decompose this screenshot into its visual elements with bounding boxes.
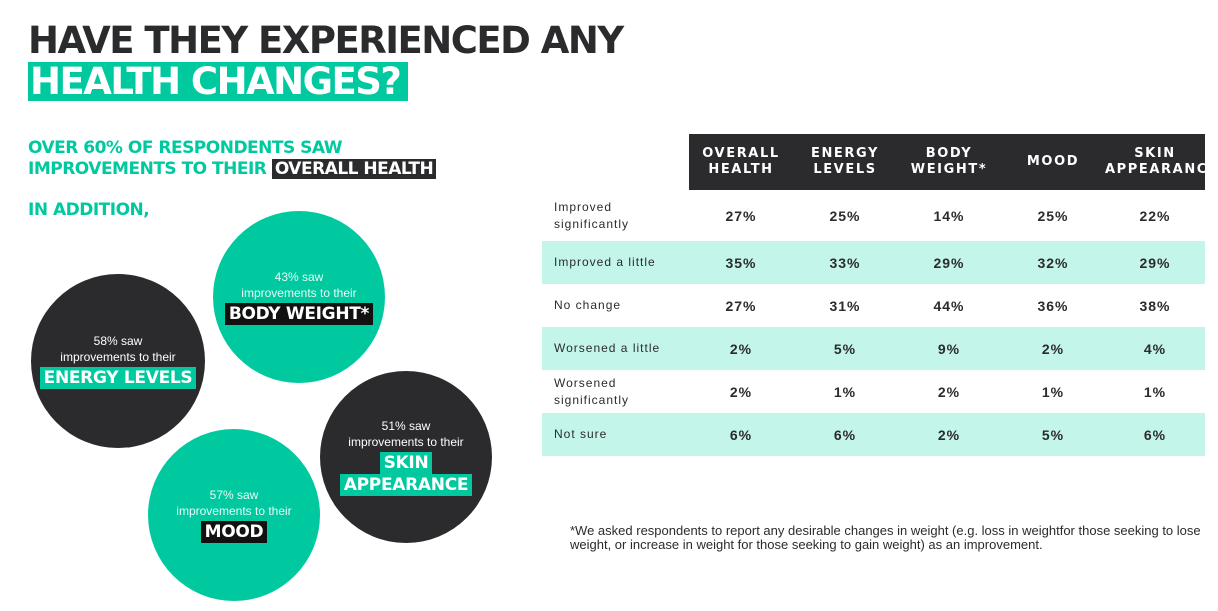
bubble-mood: 57% saw improvements to their MOOD	[148, 429, 320, 601]
bubble-label-line2: APPEARANCE	[339, 474, 473, 496]
table-cell: 2%	[1001, 327, 1105, 370]
row-label: Not sure	[542, 413, 689, 456]
table-cell: 25%	[1037, 207, 1069, 224]
footnote: *We asked respondents to report any desi…	[570, 523, 1201, 552]
bubble-label: MOOD	[200, 521, 268, 543]
table-cell: 6%	[1105, 413, 1205, 456]
table-row: Improved significantly 27% 25% 14% 25% 22…	[542, 190, 1205, 241]
table-cell: 6%	[793, 413, 897, 456]
table-cell: 2%	[689, 327, 793, 370]
table-cell: 2%	[897, 413, 1001, 456]
subtitle-line1: OVER 60% OF RESPONDENTS SAW	[28, 138, 343, 158]
table-cell: 1%	[1041, 383, 1065, 400]
column-header: ENERGY LEVELS	[793, 134, 897, 190]
bubble-label: BODY WEIGHT*	[224, 303, 374, 325]
table-cell: 2%	[937, 383, 961, 400]
table-cell: 9%	[897, 327, 1001, 370]
row-label: Worsened significantly	[554, 375, 630, 407]
column-header: OVERALL HEALTH	[689, 134, 793, 190]
page-title-line2: HEALTH CHANGES?	[28, 62, 409, 101]
bubble-stat: 57% saw	[209, 488, 259, 502]
bubble-body-weight: 43% saw improvements to their BODY WEIGH…	[213, 211, 385, 383]
table-cell: 1%	[1143, 383, 1167, 400]
bubble-label-line1: SKIN	[379, 452, 433, 474]
table-cell: 2%	[729, 383, 753, 400]
table-cell: 27%	[725, 297, 757, 314]
subtitle-line2: IMPROVEMENTS TO THEIR OVERALL HEALTH	[28, 159, 437, 180]
table-cell: 35%	[689, 241, 793, 284]
column-header: MOOD	[1001, 134, 1105, 190]
column-header: SKIN APPEARANCE	[1105, 134, 1217, 190]
table-cell: 32%	[1001, 241, 1105, 284]
page-title-line1: HAVE THEY EXPERIENCED ANY	[28, 19, 624, 62]
bubble-label: ENERGY LEVELS	[39, 367, 197, 389]
bubble-stat: 51% saw	[381, 419, 431, 433]
table-cell: 4%	[1105, 327, 1205, 370]
table-cell: 33%	[793, 241, 897, 284]
table-cell: 31%	[829, 297, 861, 314]
table-cell: 36%	[1037, 297, 1069, 314]
table-cell: 27%	[725, 207, 757, 224]
table-cell: 29%	[1105, 241, 1205, 284]
table-cell: 5%	[793, 327, 897, 370]
row-label: Improved a little	[542, 241, 689, 284]
bubble-energy-levels: 58% saw improvements to their ENERGY LEV…	[31, 274, 205, 448]
row-label: No change	[554, 298, 622, 312]
column-header: BODY WEIGHT*	[897, 134, 1001, 190]
table-cell: 25%	[829, 207, 861, 224]
table-cell: 29%	[897, 241, 1001, 284]
subtitle: OVER 60% OF RESPONDENTS SAW IMPROVEMENTS…	[28, 138, 437, 180]
bubble-skin-appearance: 51% saw improvements to their SKIN APPEA…	[320, 371, 492, 543]
row-label: Worsened a little	[542, 327, 689, 370]
subtitle-highlight: OVERALL HEALTH	[271, 159, 437, 179]
table-header-corner	[542, 134, 689, 190]
table-row: Not sure 6% 6% 2% 5% 6%	[542, 413, 1205, 456]
row-label: Improved significantly	[554, 199, 630, 231]
table-cell: 38%	[1139, 297, 1171, 314]
table-row: No change 27% 31% 44% 36% 38%	[542, 284, 1205, 327]
bubble-stat: 43% saw	[274, 270, 324, 284]
bubble-text: improvements to their	[348, 435, 464, 449]
table-row: Worsened significantly 2% 1% 2% 1% 1%	[542, 370, 1205, 413]
table-row: Worsened a little 2% 5% 9% 2% 4%	[542, 327, 1205, 370]
table-header-row: OVERALL HEALTH ENERGY LEVELS BODY WEIGHT* M…	[542, 134, 1217, 190]
health-changes-table: OVERALL HEALTH ENERGY LEVELS BODY WEIGHT* M…	[542, 134, 1217, 456]
table-row: Improved a little 35% 33% 29% 32% 29%	[542, 241, 1205, 284]
bubble-text: improvements to their	[60, 350, 176, 364]
table-cell: 5%	[1001, 413, 1105, 456]
table-cell: 22%	[1139, 207, 1171, 224]
table-cell: 44%	[933, 297, 965, 314]
in-addition-label: IN ADDITION,	[28, 200, 150, 220]
bubble-text: improvements to their	[241, 286, 357, 300]
table-cell: 14%	[933, 207, 965, 224]
table-cell: 1%	[833, 383, 857, 400]
table-cell: 6%	[689, 413, 793, 456]
subtitle-prefix: IMPROVEMENTS TO THEIR	[28, 159, 272, 179]
bubble-text: improvements to their	[176, 504, 292, 518]
bubble-stat: 58% saw	[93, 334, 143, 348]
